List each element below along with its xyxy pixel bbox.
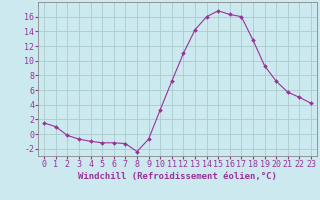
X-axis label: Windchill (Refroidissement éolien,°C): Windchill (Refroidissement éolien,°C) <box>78 172 277 181</box>
